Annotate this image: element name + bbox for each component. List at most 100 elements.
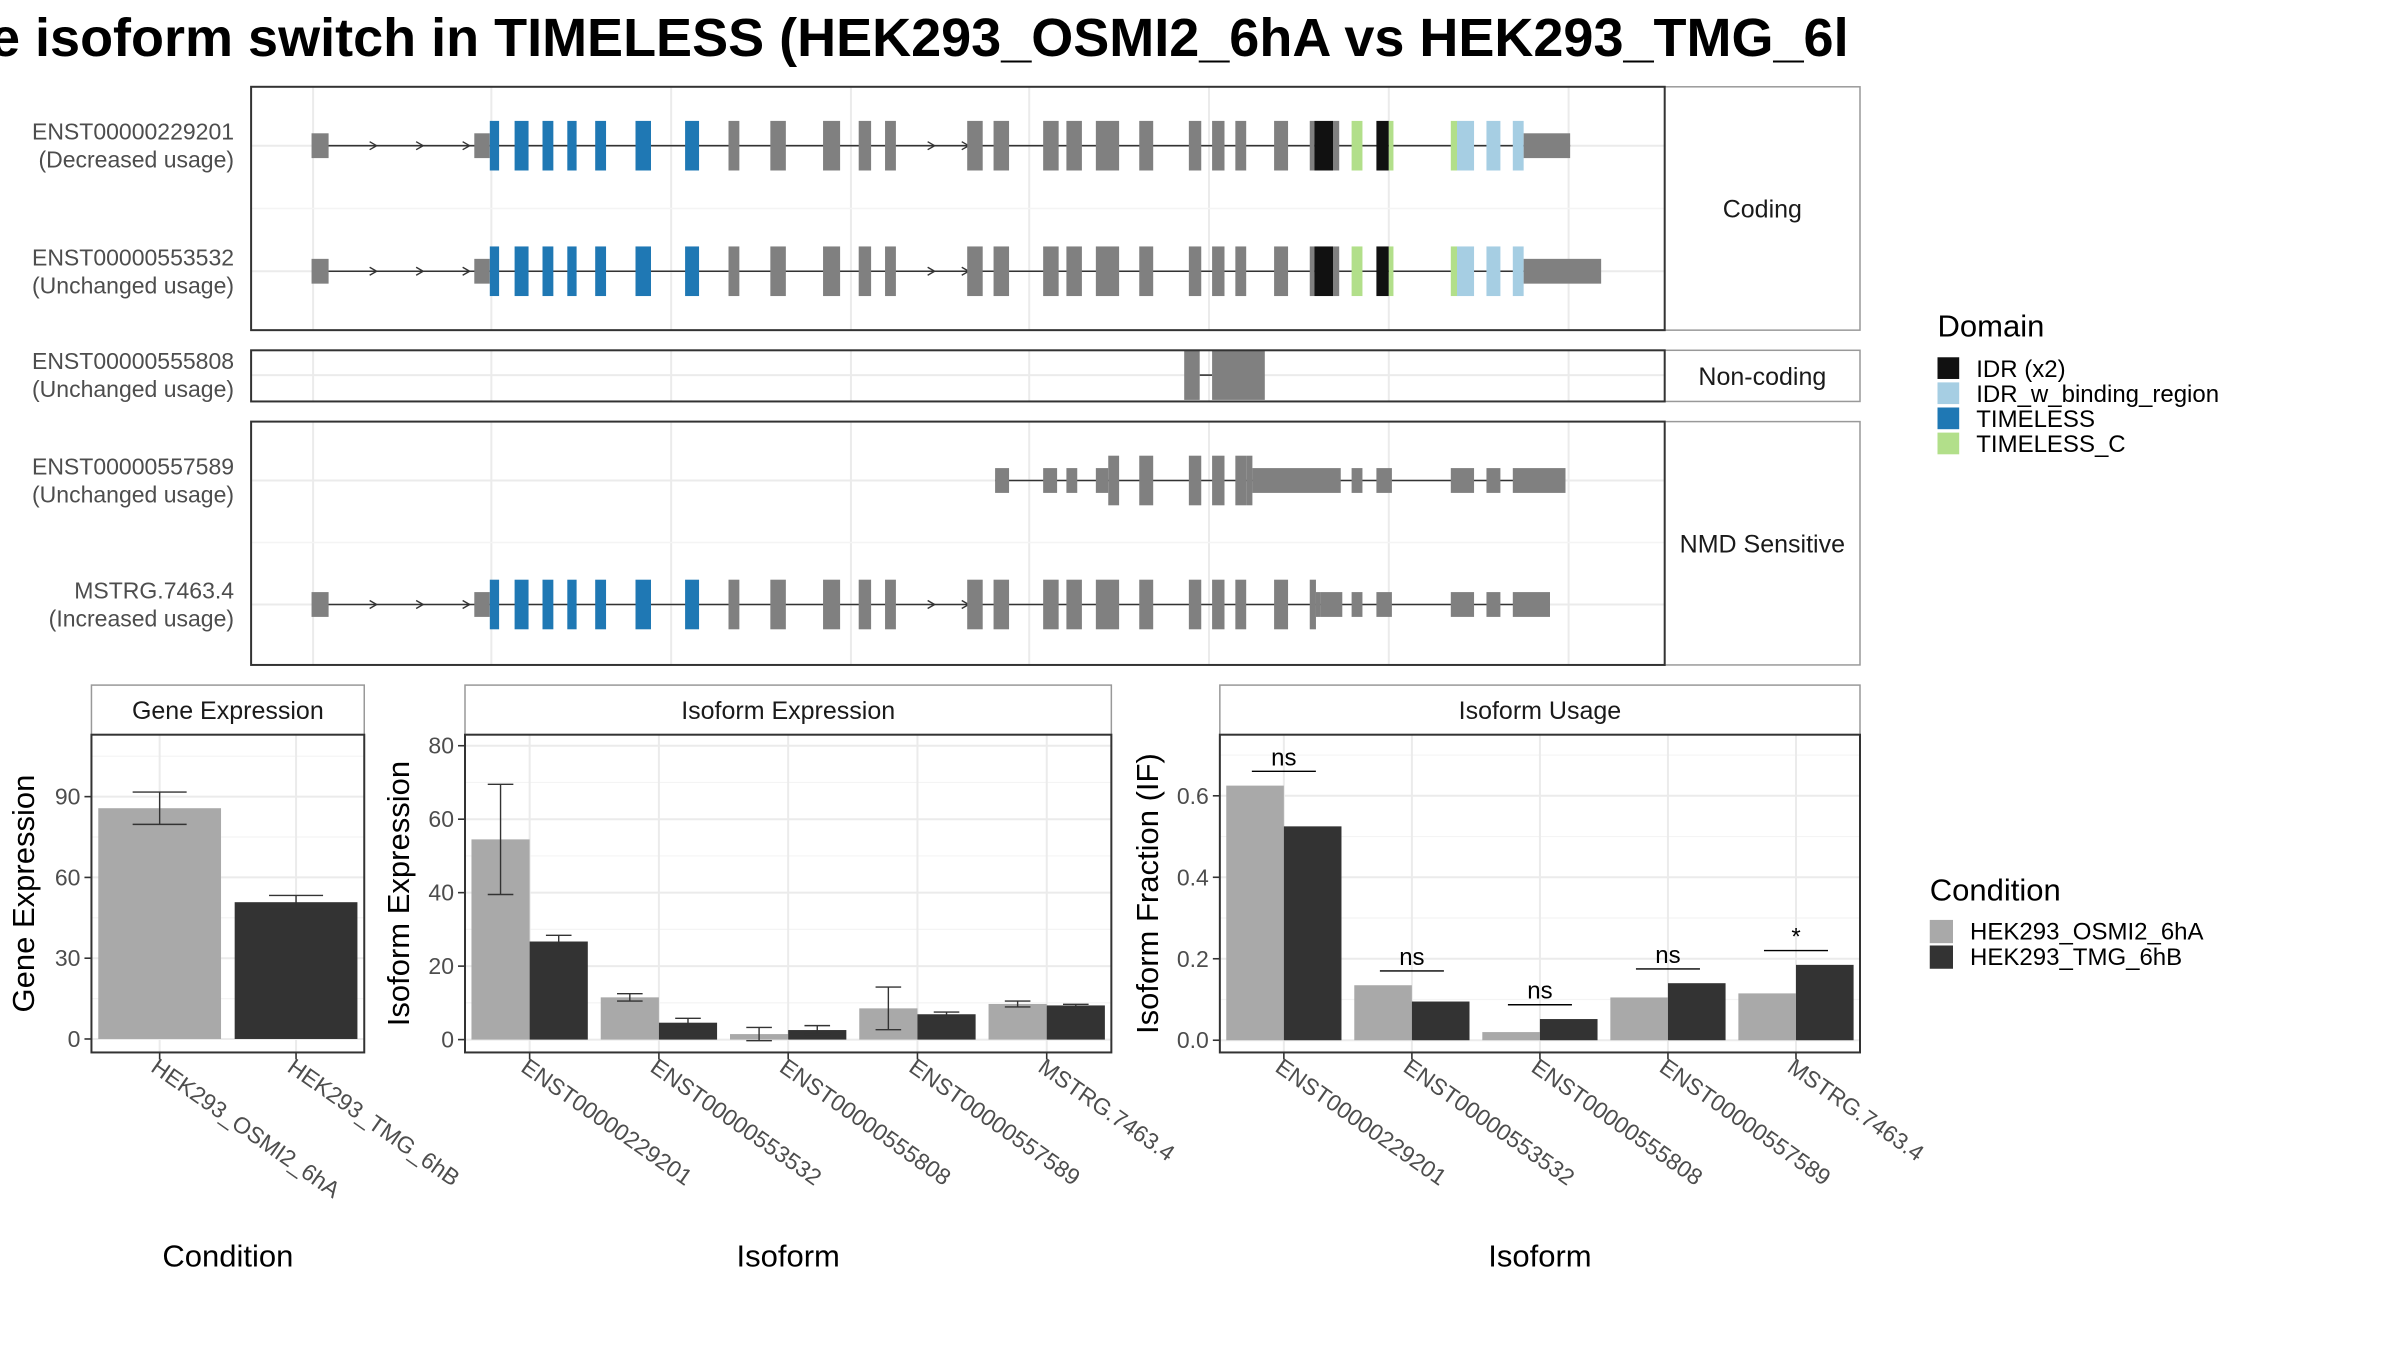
y-tick-label: 60 <box>55 864 81 890</box>
cds-exon <box>885 246 896 297</box>
significance-annotation: ns <box>1379 944 1444 972</box>
cds-exon <box>1188 120 1202 171</box>
bar-HEK293_TMG_6hB <box>529 941 588 1040</box>
domain-exon <box>542 246 554 297</box>
facet-panel-bg <box>251 421 1665 665</box>
cds-exon <box>1095 246 1120 297</box>
domain-exon <box>1512 246 1524 297</box>
chart-strip <box>464 684 1113 736</box>
cds-exon <box>1333 120 1340 171</box>
domain-exon <box>1457 246 1475 297</box>
facet-panel-border <box>250 85 1666 332</box>
cds-exon <box>993 120 1010 171</box>
utr-exon <box>1351 468 1363 493</box>
domain-exon <box>489 246 500 297</box>
cds-exon <box>1043 246 1059 297</box>
transcript-id-label: ENST00000229201 <box>32 119 234 145</box>
cds-exon <box>1139 120 1154 171</box>
domain-exon <box>635 579 651 630</box>
cds-exon <box>858 579 872 630</box>
domain-exon <box>635 246 651 297</box>
cds-exon <box>1095 579 1120 630</box>
y-tick-label: 0.6 <box>1177 783 1209 809</box>
utr-exon <box>1043 468 1058 493</box>
utr-exon <box>1486 468 1501 493</box>
transcript-MSTRG.7463.4: MSTRG.7463.4(Increased usage) <box>49 578 1550 632</box>
strand-arrow <box>927 266 937 276</box>
significance-label: ns <box>1271 744 1296 771</box>
transcript-ENST00000557589: ENST00000557589(Unchanged usage) <box>32 454 1566 508</box>
cds-exon <box>1274 246 1289 297</box>
domain-legend-label: IDR_w_binding_region <box>1976 381 2219 408</box>
strand-arrow <box>462 141 472 151</box>
cds-exon <box>1274 579 1289 630</box>
strand-arrow <box>415 141 425 151</box>
isoform-usage-chart: Isoform Usagensnsnsns*0.00.20.40.6ENST00… <box>1130 684 1929 1273</box>
utr-exon <box>1523 258 1602 284</box>
utr-exon <box>311 592 329 617</box>
condition-legend-key <box>1929 919 1953 944</box>
domain-exon <box>1314 120 1333 171</box>
domain-legend-key <box>1937 407 1960 430</box>
domain-exon <box>514 579 529 630</box>
utr-exon <box>1376 468 1392 493</box>
facet-strip-label: Non-coding <box>1698 363 1826 391</box>
facet-strip <box>1663 420 1861 666</box>
cds-exon <box>1212 455 1225 506</box>
utr-exon <box>1512 468 1566 493</box>
cds-exon <box>1139 579 1154 630</box>
facet-strip-label: Coding <box>1723 195 1802 223</box>
domain-legend-key <box>1937 357 1960 379</box>
utr-exon <box>311 258 329 284</box>
utr-exon <box>1450 468 1475 493</box>
domain-exon <box>635 120 651 171</box>
cds-exon <box>858 120 872 171</box>
bar-HEK293_TMG_6hB <box>1283 826 1342 1041</box>
bar-HEK293_TMG_6hB <box>1539 1019 1598 1041</box>
cds-exon <box>1139 246 1154 297</box>
utr-exon <box>1486 592 1501 617</box>
bar-HEK293_TMG_6hB <box>1411 1001 1470 1041</box>
cds-exon <box>1188 455 1202 506</box>
domain-exon <box>1450 120 1457 171</box>
domain-exon <box>542 120 554 171</box>
bar-HEK293_TMG_6hB <box>1667 983 1726 1041</box>
cds-exon <box>823 579 841 630</box>
cds-exon <box>1212 246 1225 297</box>
error-bar <box>487 783 514 896</box>
transcript-usage-label: (Increased usage) <box>49 606 234 632</box>
strand-arrow <box>927 141 937 151</box>
bar-HEK293_TMG_6hB <box>234 902 358 1039</box>
cds-exon <box>967 246 983 297</box>
condition-legend-title: Condition <box>1930 873 2061 908</box>
cds-exon <box>1188 579 1202 630</box>
utr-exon <box>1315 592 1321 617</box>
transcript-ENST00000229201: ENST00000229201(Decreased usage) <box>32 119 1571 173</box>
domain-exon <box>1376 120 1389 171</box>
bar-HEK293_OSMI2_6hA <box>1482 1032 1540 1041</box>
bar-HEK293_OSMI2_6hA <box>1354 985 1412 1041</box>
cds-exon <box>1188 246 1202 297</box>
cds-exon <box>1095 120 1120 171</box>
y-tick-label: 40 <box>428 880 454 906</box>
facet-strip-label: NMD Sensitive <box>1680 530 1845 558</box>
cds-exon <box>1309 579 1316 630</box>
cds-exon <box>728 120 740 171</box>
cds-exon <box>1212 120 1225 171</box>
bar-HEK293_TMG_6hB <box>1795 964 1854 1041</box>
significance-label: * <box>1791 924 1800 951</box>
cds-exon <box>1108 455 1120 506</box>
strand-arrow <box>415 599 425 610</box>
chart-strip <box>90 684 365 736</box>
significance-annotation: ns <box>1507 978 1572 1006</box>
y-tick-label: 0.0 <box>1177 1027 1209 1053</box>
cds-exon <box>823 246 841 297</box>
transcript-usage-label: (Unchanged usage) <box>32 482 234 508</box>
transcript-usage-label: (Decreased usage) <box>38 147 234 173</box>
facet-panel-border <box>250 420 1666 666</box>
cds-exon <box>1066 579 1082 630</box>
y-axis-title: Isoform Fraction (IF) <box>1130 753 1165 1034</box>
cds-exon <box>728 579 740 630</box>
